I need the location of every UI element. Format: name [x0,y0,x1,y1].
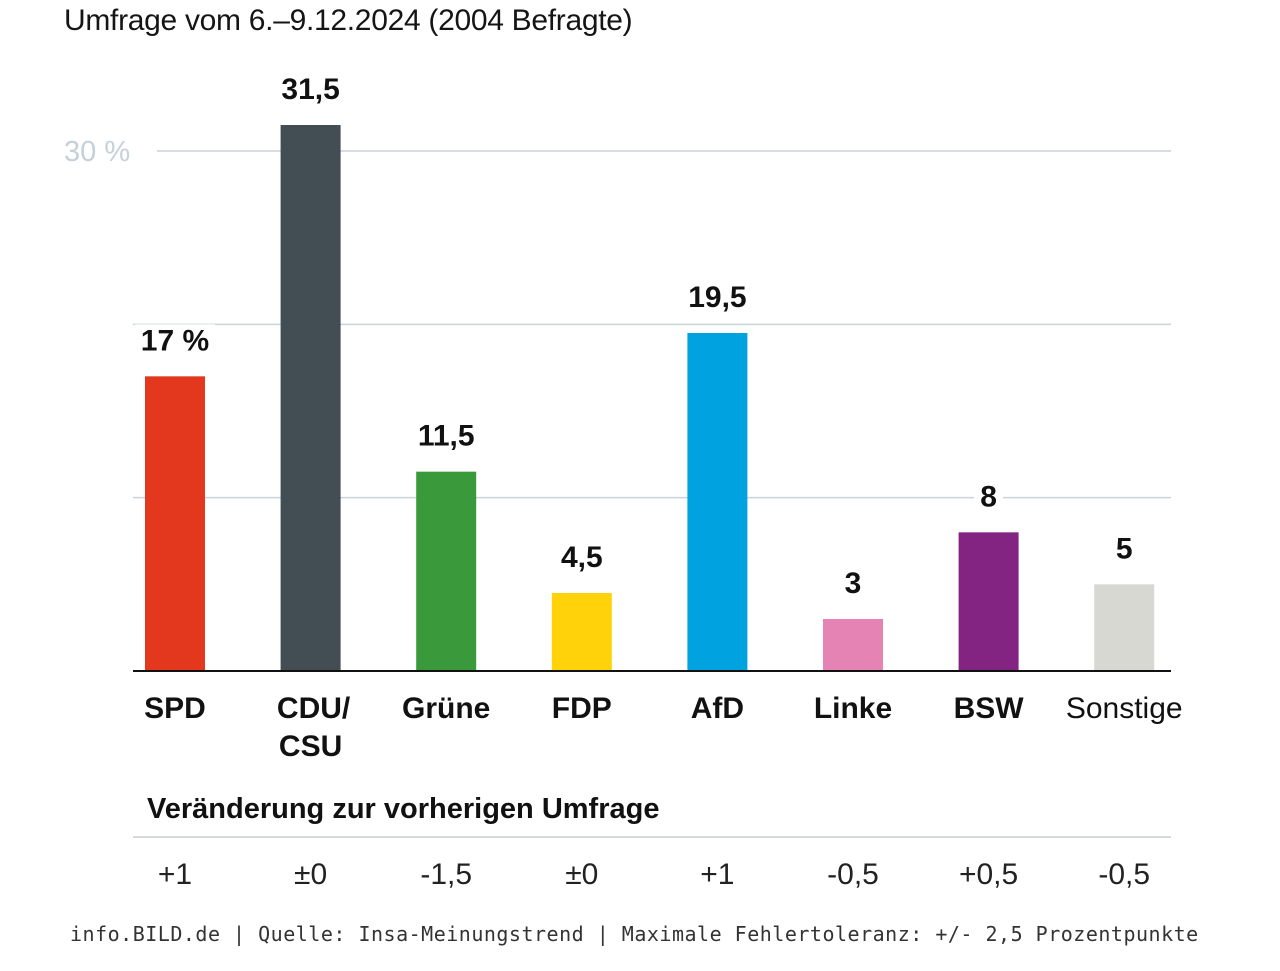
value-label-spd: 17 % [141,324,209,357]
bars [145,125,1155,671]
change-value-spd: +1 [158,858,192,891]
value-label-grüne: 11,5 [418,420,475,453]
value-label-bg [974,480,1004,515]
x-axis: SPD CDU/CSU Grüne FDP AfD Linke BSW Sonstige [133,670,1183,763]
value-label-bg [406,419,487,454]
change-value-grüne: -1,5 [420,858,472,891]
bar-fdp [551,593,612,671]
value-label-linke: 3 [845,567,862,600]
gridlines: 30 % [64,136,1171,499]
category-label-linke: Linke [814,692,892,725]
category-label-bsw: BSW [954,692,1025,725]
value-label-afd: 19,5 [688,281,746,314]
category-label-fdp: FDP [552,692,612,725]
category-label-sonstige: Sonstige [1066,692,1183,725]
category-label-afd: AfD [691,692,744,725]
chart-subtitle: Umfrage vom 6.–9.12.2024 (2004 Befragte) [64,4,633,37]
change-value-afd: +1 [700,858,734,891]
source-footer: info.BILD.de | Quelle: Insa-Meinungstren… [70,922,1199,946]
value-label-bg [677,281,758,315]
value-label-cdu-csu: 31,5 [281,73,339,106]
value-label-bg [270,73,351,107]
value-label-fdp: 4,5 [561,541,603,574]
change-value-sonstige: -0,5 [1098,858,1150,891]
bar-bsw [958,532,1019,671]
value-label-bg [550,541,614,575]
bar-cdu-csu [280,125,341,671]
value-label-bg [1109,532,1139,567]
bar-grüne [416,471,477,671]
change-value-fdp: ±0 [565,858,598,891]
value-label-bg [838,567,868,601]
value-label-sonstige: 5 [1116,532,1133,565]
value-label-bg [135,324,215,359]
bar-sonstige [1094,584,1155,671]
bar-afd [687,333,748,671]
y-tick-label: 30 % [64,136,130,168]
category-label-cdu-csu: CSU [279,730,342,763]
category-label-spd: SPD [144,692,206,725]
category-label-cdu-csu: CDU/ [277,692,351,725]
change-value-bsw: +0,5 [959,858,1018,891]
change-value-cdu-csu: ±0 [294,858,327,891]
change-value-linke: -0,5 [827,858,879,891]
change-section: +1 ±0 -1,5 ±0 +1 -0,5 +0,5 -0,5 Veränderung zur … [133,793,1171,891]
value-label-bsw: 8 [980,480,997,513]
bar-linke [823,619,883,671]
value-labels: 17 % 31,5 11,5 4,5 19,5 3 8 5 [135,73,1139,601]
bar-spd [145,376,205,671]
change-section-title: Veränderung zur vorherigen Umfrage [147,793,659,825]
category-label-grüne: Grüne [402,692,490,725]
